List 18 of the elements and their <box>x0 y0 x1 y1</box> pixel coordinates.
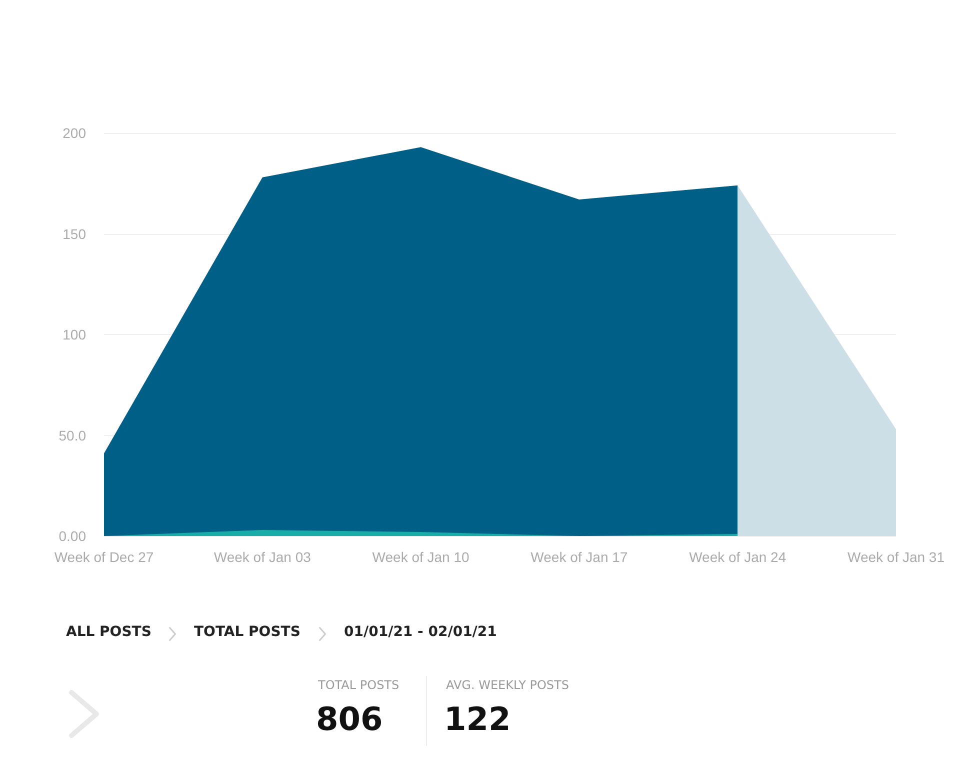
y-tick-label: 200 <box>62 125 86 141</box>
y-tick-label: 150 <box>62 226 86 242</box>
text: ALL POSTS <box>66 624 152 640</box>
text: AVG. WEEKLY POSTS <box>446 678 569 692</box>
y-tick-label: 100 <box>62 326 86 342</box>
text: TOTAL POSTS <box>318 678 400 692</box>
text: 01/01/21 - 02/01/21 <box>344 624 497 640</box>
x-tick-label: Week of Dec 27 <box>54 549 154 565</box>
x-tick-label: Week of Jan 31 <box>847 549 945 565</box>
text: 122 <box>444 700 511 738</box>
x-tick-label: Week of Jan 24 <box>689 549 786 565</box>
x-tick-label: Week of Jan 10 <box>372 549 470 565</box>
text: 806 <box>316 700 383 738</box>
y-tick-label: 50.0 <box>58 427 86 444</box>
x-tick-label: Week of Jan 17 <box>530 549 628 565</box>
x-tick-label: Week of Jan 03 <box>214 549 312 565</box>
y-tick-label: 0.00 <box>58 528 86 544</box>
text: TOTAL POSTS <box>194 624 300 640</box>
